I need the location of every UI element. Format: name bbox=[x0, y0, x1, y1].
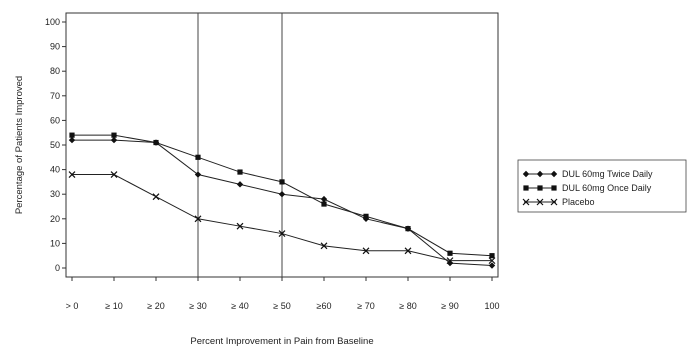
legend-marker bbox=[537, 185, 543, 191]
y-tick-label: 0 bbox=[55, 263, 60, 273]
legend-marker bbox=[523, 185, 529, 191]
x-tick-label: ≥ 40 bbox=[231, 301, 248, 311]
data-point bbox=[362, 247, 370, 255]
legend-marker bbox=[551, 185, 557, 191]
data-point bbox=[69, 132, 75, 138]
x-tick-label: 100 bbox=[484, 301, 499, 311]
series-layer bbox=[68, 132, 496, 269]
data-point bbox=[153, 139, 159, 146]
x-tick-label: ≥ 80 bbox=[399, 301, 416, 311]
legend-marker bbox=[550, 170, 558, 178]
reference-lines bbox=[197, 13, 283, 277]
x-tick-label: ≥ 30 bbox=[189, 301, 206, 311]
data-point bbox=[110, 136, 118, 144]
y-tick-label: 90 bbox=[50, 42, 60, 52]
data-point bbox=[320, 242, 328, 250]
x-tick-label: ≥ 10 bbox=[105, 301, 122, 311]
y-tick-label: 70 bbox=[50, 91, 60, 101]
x-tick-label: ≥ 20 bbox=[147, 301, 164, 311]
legend-label: Placebo bbox=[562, 197, 595, 207]
data-point bbox=[320, 195, 328, 203]
x-tick-label: > 0 bbox=[66, 301, 79, 311]
y-tick-label: 80 bbox=[50, 66, 60, 76]
y-tick-label: 20 bbox=[50, 214, 60, 224]
x-tick-label: ≥60 bbox=[317, 301, 332, 311]
data-point bbox=[195, 154, 201, 160]
x-tick-label: ≥ 90 bbox=[441, 301, 458, 311]
y-axis-title: Percentage of Patients Improved bbox=[14, 76, 25, 214]
data-point bbox=[278, 191, 286, 198]
data-point bbox=[237, 169, 243, 175]
legend-label: DUL 60mg Twice Daily bbox=[562, 169, 653, 179]
legend-marker bbox=[550, 198, 558, 206]
y-tick-label: 50 bbox=[50, 140, 60, 150]
legend-marker bbox=[536, 198, 544, 206]
data-point bbox=[363, 213, 369, 219]
data-point bbox=[110, 171, 118, 178]
legend-marker bbox=[522, 198, 530, 206]
data-point bbox=[488, 262, 496, 269]
data-point bbox=[236, 222, 244, 230]
y-tick-label: 40 bbox=[50, 165, 60, 175]
data-point bbox=[194, 215, 202, 223]
data-point bbox=[236, 181, 244, 188]
legend-label: DUL 60mg Once Daily bbox=[562, 183, 652, 193]
data-point bbox=[278, 230, 286, 237]
data-point bbox=[447, 250, 453, 256]
y-tick-label: 100 bbox=[45, 17, 60, 27]
legend: DUL 60mg Twice Daily DUL 60mg Once Daily P… bbox=[517, 159, 687, 213]
data-point bbox=[446, 257, 454, 265]
legend-marker bbox=[536, 170, 544, 178]
data-point bbox=[404, 247, 412, 255]
data-point bbox=[68, 171, 76, 178]
x-tick-label: ≥ 70 bbox=[357, 301, 374, 311]
y-tick-label: 60 bbox=[50, 115, 60, 125]
legend-box bbox=[517, 159, 687, 213]
data-point bbox=[405, 226, 411, 232]
data-point bbox=[194, 171, 202, 178]
x-axis-title: Percent Improvement in Pain from Baselin… bbox=[190, 336, 373, 347]
data-point bbox=[279, 179, 285, 185]
data-point bbox=[152, 193, 160, 201]
legend-marker bbox=[522, 170, 530, 178]
y-axis: 0 10 20 30 40 50 60 70 80 90 100 bbox=[45, 17, 66, 273]
data-point bbox=[111, 132, 117, 138]
data-point bbox=[488, 257, 496, 265]
y-tick-label: 30 bbox=[50, 189, 60, 199]
x-tick-label: ≥ 50 bbox=[273, 301, 290, 311]
x-axis: > 0 ≥ 10 ≥ 20 ≥ 30 ≥ 40 ≥ 50 ≥60 ≥ 70 ≥ 80 ≥ 90 10… bbox=[66, 277, 500, 311]
data-point bbox=[321, 201, 327, 207]
data-point bbox=[68, 136, 76, 144]
data-point bbox=[489, 253, 495, 259]
y-tick-label: 10 bbox=[50, 238, 60, 248]
